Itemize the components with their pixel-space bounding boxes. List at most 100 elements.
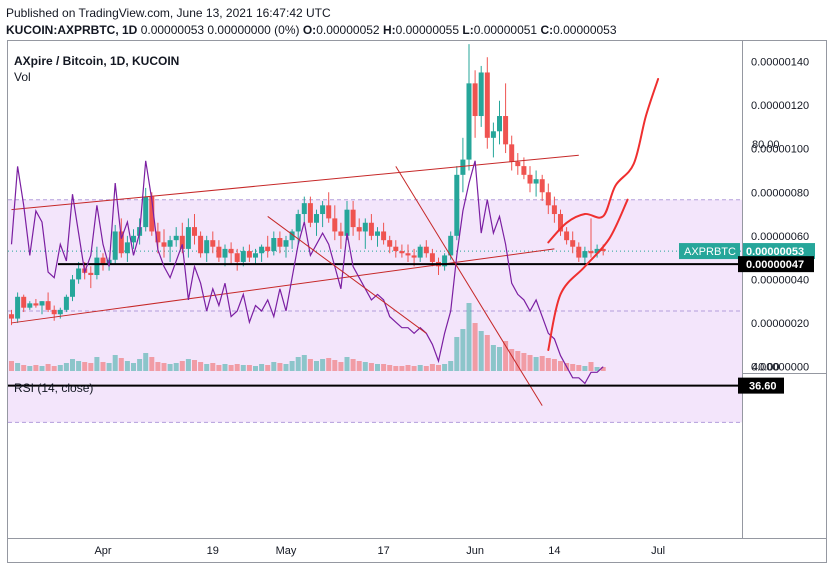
volume-bar — [185, 359, 191, 371]
rsi-line — [10, 160, 604, 385]
volume-bar — [527, 355, 533, 371]
volume-bar — [576, 365, 582, 371]
volume-bar — [307, 359, 313, 371]
rsi-trendline-1[interactable] — [267, 216, 427, 334]
candle-body — [149, 196, 155, 232]
rsi-trendline-2[interactable] — [395, 166, 543, 406]
candle-body — [356, 227, 362, 232]
volume-bar — [192, 360, 197, 371]
candle-body — [417, 246, 423, 258]
candle-body — [314, 214, 319, 223]
candle-body — [551, 205, 557, 215]
volume-bar — [100, 362, 106, 371]
candle-body — [484, 72, 490, 138]
trend-channel-lower[interactable] — [11, 248, 555, 324]
candle-body — [253, 253, 258, 258]
volume-bar — [222, 364, 228, 371]
volume-label: Vol — [14, 70, 31, 84]
candle-body — [594, 248, 600, 254]
candle-body — [289, 231, 295, 241]
volume-bar — [63, 363, 69, 371]
volume-bar — [76, 361, 82, 371]
chart-frame — [7, 40, 827, 563]
volume-bar — [497, 347, 502, 371]
candle-body — [277, 237, 283, 247]
price-tick-label: 0.00000040 — [751, 274, 809, 286]
candle-body — [338, 231, 344, 236]
candle-body — [478, 72, 484, 117]
volume-bar — [228, 365, 234, 371]
volume-bar — [545, 358, 551, 371]
candle-body — [246, 251, 252, 258]
volume-bar — [509, 349, 515, 371]
volume-bar — [472, 323, 478, 371]
volume-bar — [88, 363, 94, 371]
volume-bar — [478, 331, 484, 371]
candle-body — [509, 144, 515, 162]
candle-body — [350, 209, 356, 228]
candle-body — [576, 246, 582, 258]
candle-body — [192, 227, 197, 236]
candle-body — [216, 246, 222, 258]
candle-body — [161, 242, 167, 247]
candle-body — [179, 235, 185, 249]
candle-body — [167, 240, 173, 247]
volume-bar — [332, 360, 338, 371]
volume-bar — [124, 361, 130, 371]
price-tick-label: 0.00000000 — [751, 362, 809, 374]
volume-bar — [198, 362, 204, 371]
volume-bar — [210, 363, 216, 371]
candle-body — [45, 301, 51, 310]
volume-bar — [289, 361, 295, 371]
volume-bar — [368, 363, 374, 371]
candle-body — [490, 131, 496, 138]
trend-channel-upper[interactable] — [11, 154, 579, 211]
time-tick-label: 14 — [548, 545, 560, 557]
volume-bar — [558, 361, 563, 371]
ohlc-low-key: L: — [462, 23, 474, 37]
volume-bar — [320, 359, 326, 371]
volume-bar — [137, 359, 143, 371]
rsi-value-tag-text: 36.60 — [749, 381, 777, 393]
candle-body — [497, 116, 502, 132]
volume-bar — [143, 353, 149, 371]
ohlc-high-value: 0.00000055 — [395, 23, 460, 37]
volume-bar — [448, 361, 454, 371]
volume-bar — [39, 366, 45, 371]
candle-body — [118, 231, 124, 254]
candle-body — [558, 214, 563, 232]
rsi-pane-title: RSI (14, close) — [14, 381, 94, 395]
projection-curve[interactable] — [547, 78, 660, 244]
candle-body — [582, 251, 588, 258]
candle-body — [545, 192, 551, 206]
candle-body — [94, 257, 100, 276]
volume-bar — [338, 362, 344, 371]
time-tick-label: Apr — [94, 545, 111, 557]
volume-bar — [51, 366, 57, 371]
candle-body — [393, 246, 399, 252]
candle-body — [423, 246, 429, 254]
volume-bar — [173, 363, 179, 371]
published-note: Published on TradingView.com, June 13, 2… — [6, 6, 331, 20]
candle-body — [124, 242, 130, 254]
rsi-projection-curve[interactable] — [547, 198, 629, 351]
volume-bar — [393, 366, 399, 371]
candle-body — [57, 309, 63, 315]
ohlc-open-value: 0.00000052 — [316, 23, 380, 37]
candle-body — [466, 83, 472, 160]
volume-bar — [533, 357, 539, 371]
volume-bar — [484, 335, 490, 371]
volume-bar — [253, 366, 258, 371]
candle-body — [234, 253, 240, 262]
volume-bar — [204, 364, 210, 371]
main-pane-title: AXpire / Bitcoin, 1D, KUCOIN — [14, 54, 180, 68]
rsi-tick-label: 40.00 — [752, 362, 780, 374]
rsi-value-tag — [738, 377, 784, 394]
candle-body — [301, 203, 307, 215]
volume-bar — [405, 365, 411, 371]
volume-bar — [375, 364, 380, 371]
candle-body — [155, 231, 161, 243]
volume-bar — [436, 365, 441, 371]
candle-body — [375, 231, 380, 236]
